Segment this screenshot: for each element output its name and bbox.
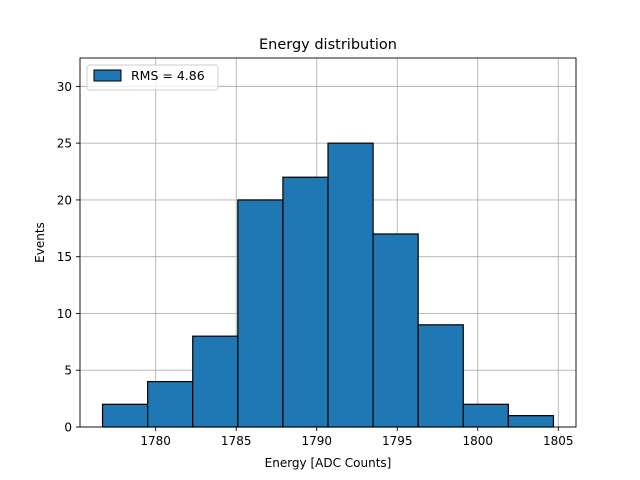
y-tick-label: 25 xyxy=(57,137,72,151)
y-tick-label: 10 xyxy=(57,307,72,321)
histogram-bar xyxy=(147,380,194,428)
histogram-bar xyxy=(192,335,239,428)
x-axis-label: Energy [ADC Counts] xyxy=(265,456,392,470)
bars-layer xyxy=(101,142,555,428)
histogram-bar xyxy=(282,176,329,428)
y-tick-label: 15 xyxy=(57,250,72,264)
axes-frame xyxy=(79,57,577,428)
y-tick-label: 0 xyxy=(64,421,72,435)
y-tick-label: 30 xyxy=(57,80,72,94)
histogram-bar xyxy=(417,324,464,428)
legend-swatch xyxy=(93,69,122,82)
legend: RMS = 4.86 xyxy=(86,64,219,91)
histogram-bar xyxy=(372,233,419,428)
x-tick-label: 1790 xyxy=(301,434,332,448)
x-tick-label: 1785 xyxy=(221,434,252,448)
histogram-bar xyxy=(462,403,509,428)
x-tick-label: 1780 xyxy=(140,434,171,448)
histogram-bar xyxy=(507,415,555,428)
x-tick-label: 1805 xyxy=(543,434,574,448)
legend-entry-label: RMS = 4.86 xyxy=(131,68,205,83)
x-tick-label: 1795 xyxy=(382,434,413,448)
histogram-bar xyxy=(101,403,149,428)
chart-title: Energy distribution xyxy=(259,37,397,53)
histogram-bar xyxy=(327,142,374,428)
y-tick-label: 20 xyxy=(57,193,72,207)
ticks-layer: 1780 1785 1790 1795 1800 1805 0 5 10 15 20 25 30 xyxy=(57,80,574,448)
y-tick-label: 5 xyxy=(64,364,72,378)
histogram-bar xyxy=(237,199,284,428)
y-axis-label: Events xyxy=(33,222,47,263)
x-tick-label: 1800 xyxy=(462,434,493,448)
